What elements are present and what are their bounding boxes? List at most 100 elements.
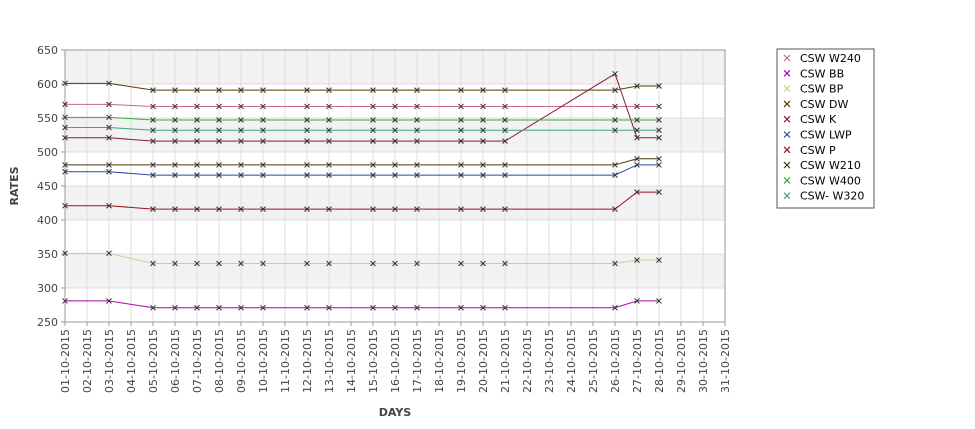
data-point-csw-p <box>634 189 640 195</box>
data-point-csw-w320 <box>260 127 266 134</box>
data-point-csw-w240 <box>106 101 112 108</box>
data-point-csw-w400 <box>480 117 486 123</box>
legend-label-csw-w240: CSW W240 <box>800 52 861 65</box>
data-point-csw-bb <box>194 304 200 311</box>
x-tick-label: 19-10-2015 <box>455 329 468 393</box>
x-tick-label: 06-10-2015 <box>169 329 182 393</box>
data-point-csw-w210 <box>480 162 486 168</box>
data-point-csw-k <box>216 138 222 144</box>
data-point-csw-bb <box>304 304 310 311</box>
x-tick-label: 13-10-2015 <box>323 329 336 393</box>
data-point-csw-lwp <box>458 172 464 178</box>
data-point-csw-lwp <box>370 172 376 178</box>
x-tick-label: 07-10-2015 <box>191 329 204 393</box>
data-point-csw-dw <box>150 87 156 93</box>
data-point-csw-bp <box>216 260 222 267</box>
legend-label-csw-k: CSW K <box>800 113 837 126</box>
data-point-csw-w400 <box>502 117 508 123</box>
data-point-csw-w210 <box>62 162 68 168</box>
data-point-csw-bp <box>612 260 618 267</box>
data-point-csw-dw <box>326 87 332 93</box>
data-point-csw-lwp <box>238 172 244 178</box>
data-point-csw-w320 <box>326 127 332 134</box>
x-tick-label: 12-10-2015 <box>301 329 314 393</box>
data-point-csw-k <box>502 138 508 144</box>
data-point-csw-w210 <box>414 162 420 168</box>
data-point-csw-bp <box>304 260 310 267</box>
data-point-csw-bb <box>370 304 376 311</box>
data-point-csw-bp <box>634 257 640 263</box>
data-point-csw-w240 <box>150 103 156 110</box>
data-point-csw-dw <box>502 87 508 93</box>
data-point-csw-k <box>62 134 68 141</box>
data-point-csw-bb <box>238 304 244 311</box>
data-point-csw-w210 <box>370 162 376 168</box>
data-point-csw-p <box>414 206 420 212</box>
x-axis: 01-10-2015 02-10-2015 03-10-2015 04-10-2015… <box>59 322 732 393</box>
data-point-csw-w210 <box>304 162 310 168</box>
data-point-csw-bp <box>480 260 486 267</box>
x-tick-label: 21-10-2015 <box>499 329 512 393</box>
data-point-csw-w400 <box>304 117 310 123</box>
legend-label-csw-w210: CSW W210 <box>800 159 861 172</box>
data-point-csw-dw <box>480 87 486 93</box>
data-point-csw-w400 <box>106 114 112 121</box>
legend-marker-csw-dw <box>783 100 791 108</box>
legend: CSW W240 CSW BB CSW BP CSW DW CSW K CSW LWP CS… <box>776 48 875 209</box>
data-point-csw-w320 <box>106 124 112 131</box>
data-point-csw-bp <box>106 250 112 257</box>
data-point-csw-bp <box>458 260 464 267</box>
data-point-csw-w400 <box>260 117 266 123</box>
data-point-csw-k <box>634 134 640 141</box>
data-point-csw-bb <box>260 304 266 311</box>
data-point-csw-bp <box>392 260 398 267</box>
y-tick-label: 650 <box>37 44 58 57</box>
legend-marker-csw-w320 <box>783 192 791 200</box>
x-axis-title: DAYS <box>379 406 412 419</box>
data-point-csw-p <box>304 206 310 212</box>
data-point-csw-lwp <box>326 172 332 178</box>
x-tick-label: 29-10-2015 <box>675 329 688 393</box>
data-point-csw-w320 <box>194 127 200 134</box>
data-point-csw-w210 <box>260 162 266 168</box>
data-point-csw-w210 <box>194 162 200 168</box>
data-point-csw-w240 <box>458 103 464 110</box>
y-tick-label: 600 <box>37 78 58 91</box>
data-point-csw-dw <box>304 87 310 93</box>
data-point-csw-bb <box>172 304 178 311</box>
x-tick-label: 24-10-2015 <box>565 329 578 393</box>
x-tick-label: 09-10-2015 <box>235 329 248 393</box>
legend-marker-csw-lwp <box>783 131 791 138</box>
data-point-csw-w320 <box>392 127 398 134</box>
data-point-csw-dw <box>106 80 112 87</box>
data-point-csw-bp <box>150 260 156 267</box>
data-point-csw-w210 <box>106 162 112 168</box>
data-point-csw-k <box>612 70 618 77</box>
data-point-csw-p <box>326 206 332 212</box>
data-point-csw-lwp <box>392 172 398 178</box>
y-axis: 250 300 350 400 450 500 550 600 650 <box>37 44 65 329</box>
data-point-csw-k <box>238 138 244 144</box>
data-point-csw-dw <box>172 87 178 93</box>
x-tick-label: 08-10-2015 <box>213 329 226 393</box>
legend-label-csw-lwp: CSW LWP <box>800 129 852 142</box>
data-point-csw-w400 <box>414 117 420 123</box>
data-point-csw-lwp <box>106 168 112 175</box>
legend-label-csw-dw: CSW DW <box>800 98 849 111</box>
data-point-csw-w400 <box>656 117 662 123</box>
y-tick-label: 450 <box>37 180 58 193</box>
data-point-csw-w320 <box>238 127 244 134</box>
data-point-csw-bp <box>172 260 178 267</box>
data-point-csw-k <box>326 138 332 144</box>
data-point-csw-bb <box>106 298 112 304</box>
data-point-csw-w210 <box>634 155 640 162</box>
data-point-csw-p <box>172 206 178 212</box>
data-point-csw-w320 <box>150 127 156 134</box>
data-point-csw-w320 <box>172 127 178 134</box>
data-point-csw-p <box>502 206 508 212</box>
x-tick-label: 15-10-2015 <box>367 329 380 393</box>
x-tick-label: 10-10-2015 <box>257 329 270 393</box>
x-tick-label: 27-10-2015 <box>631 329 644 393</box>
x-tick-label: 01-10-2015 <box>59 329 72 393</box>
